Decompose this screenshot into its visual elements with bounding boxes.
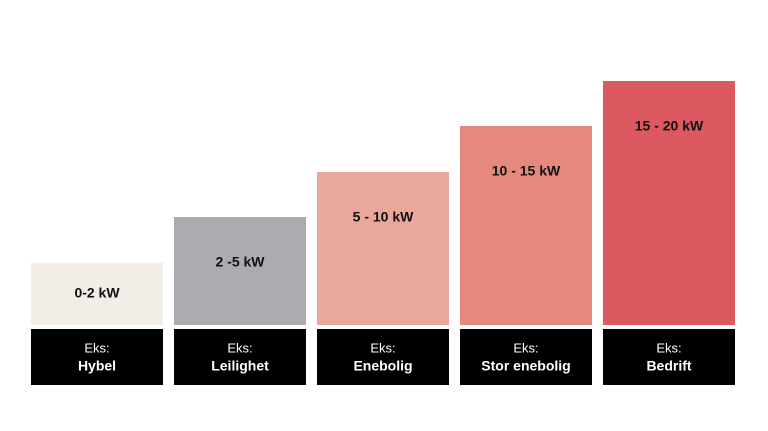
example-box <box>317 329 449 385</box>
range-label: 10 - 15 kW <box>492 163 561 179</box>
example-name: Enebolig <box>353 358 412 374</box>
example-name: Leilighet <box>211 358 269 374</box>
range-label: 15 - 20 kW <box>635 118 704 134</box>
level-block <box>317 172 449 325</box>
example-name: Hybel <box>78 358 116 374</box>
example-prefix: Eks: <box>370 340 395 355</box>
level-block <box>174 217 306 325</box>
level-block <box>603 81 735 325</box>
example-prefix: Eks: <box>656 340 681 355</box>
example-prefix: Eks: <box>513 340 538 355</box>
example-prefix: Eks: <box>227 340 252 355</box>
example-box <box>31 329 163 385</box>
range-label: 5 - 10 kW <box>353 209 414 225</box>
range-label: 0-2 kW <box>74 285 120 301</box>
example-box <box>460 329 592 385</box>
example-box <box>603 329 735 385</box>
example-name: Bedrift <box>646 358 691 374</box>
example-box <box>174 329 306 385</box>
level-block <box>460 126 592 325</box>
range-label: 2 -5 kW <box>215 254 265 270</box>
level-block <box>31 263 163 325</box>
example-prefix: Eks: <box>84 340 109 355</box>
example-name: Stor enebolig <box>481 358 570 374</box>
